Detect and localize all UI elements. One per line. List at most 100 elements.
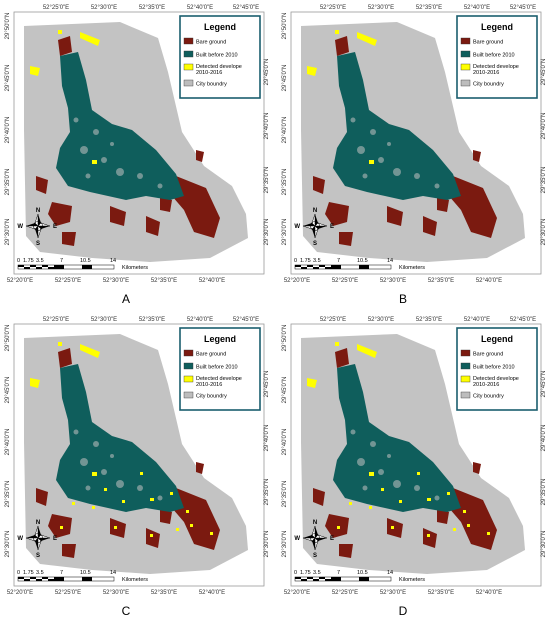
scale-tick: 0 <box>17 570 20 576</box>
north-arrow-icon: N S E W <box>294 208 334 247</box>
top-coordinate-labels: 52°25'0"E 52°30'0"E 52°35'0"E 52°40'0"E … <box>320 317 536 323</box>
bare-ground-areas <box>36 348 220 558</box>
coord-label: 29°35'0"N <box>282 481 288 508</box>
panel-label: B <box>399 292 407 306</box>
scale-tick: 1.75 <box>300 258 311 264</box>
top-coordinate-labels: 52°25'0"E 52°30'0"E 52°35'0"E 52°40'0"E … <box>43 5 259 11</box>
legend: Legend Bare ground Built before 2010 Det… <box>179 327 261 411</box>
compass-e: E <box>53 536 57 542</box>
legend-label-city: City boundry <box>473 394 504 400</box>
coord-label: 52°40'0"E <box>476 278 502 284</box>
scale-tick: 10.5 <box>357 258 368 264</box>
legend-title: Legend <box>204 22 236 32</box>
coord-label: 52°25'0"E <box>332 278 358 284</box>
legend-swatch-built <box>460 362 471 370</box>
legend-label-bare-ground: Bare ground <box>473 352 503 358</box>
coord-label: 52°40'0"E <box>476 590 502 596</box>
coord-label: 52°20'0"E <box>7 590 33 596</box>
coord-label: 52°40'0"E <box>464 317 490 323</box>
coord-label: 52°45'0"E <box>233 5 259 11</box>
coord-label: 29°50'0"N <box>5 325 11 352</box>
right-coordinate-labels: 29°45'0"N 29°40'0"N 29°35'0"N 29°30'0"N <box>541 59 547 246</box>
legend-swatch-detected <box>460 375 471 383</box>
built-before-2010 <box>56 52 184 200</box>
coord-label: 52°25'0"E <box>332 590 358 596</box>
coord-label: 52°30'0"E <box>368 5 394 11</box>
compass-e: E <box>330 224 334 230</box>
detected-development-areas <box>307 342 377 476</box>
compass-e: E <box>53 224 57 230</box>
coord-label: 29°30'0"N <box>541 531 547 558</box>
legend-label-bare-ground: Bare ground <box>196 40 226 46</box>
coord-label: 29°30'0"N <box>282 219 288 246</box>
scale-tick: 14 <box>110 570 116 576</box>
coord-label: 52°35'0"E <box>151 278 177 284</box>
compass-s: S <box>36 553 40 559</box>
compass-e: E <box>330 536 334 542</box>
coord-label: 52°30'0"E <box>103 278 129 284</box>
legend: Legend Bare ground Built before 2010 Det… <box>456 15 538 99</box>
map-panel-b: 52°25'0"E 52°30'0"E 52°35'0"E 52°40'0"E … <box>277 0 549 310</box>
bottom-coordinate-labels: 52°20'0"E 52°25'0"E 52°30'0"E 52°35'0"E … <box>7 278 225 284</box>
scale-tick: 3.5 <box>36 570 44 576</box>
north-arrow-icon: N S E W <box>17 208 57 247</box>
coord-label: 52°35'0"E <box>428 590 454 596</box>
coord-label: 52°35'0"E <box>428 278 454 284</box>
legend-swatch-detected <box>183 63 194 71</box>
coord-label: 29°35'0"N <box>282 169 288 196</box>
legend: Legend Bare ground Built before 2010 Det… <box>179 15 261 99</box>
right-coordinate-labels: 29°45'0"N 29°40'0"N 29°35'0"N 29°30'0"N <box>264 59 270 246</box>
legend-swatch-detected <box>183 375 194 383</box>
coord-label: 29°30'0"N <box>5 219 11 246</box>
legend-swatch-bare-ground <box>460 37 471 45</box>
map-svg: 52°25'0"E 52°30'0"E 52°35'0"E 52°40'0"E … <box>282 5 547 306</box>
coord-label: 29°35'0"N <box>541 167 547 194</box>
coord-label: 29°40'0"N <box>541 113 547 140</box>
compass-w: W <box>294 536 300 542</box>
legend-label-detected-years: 2010-2016 <box>196 70 222 76</box>
bare-ground-areas <box>36 36 220 246</box>
map-svg: 52°25'0"E 52°30'0"E 52°35'0"E 52°40'0"E … <box>282 317 547 618</box>
legend-label-built: Built before 2010 <box>473 365 515 371</box>
left-coordinate-labels: 29°50'0"N 29°45'0"N 29°40'0"N 29°35'0"N … <box>282 325 288 558</box>
legend-label-detected: Detected develope <box>473 64 519 70</box>
coord-label: 29°40'0"N <box>5 429 11 456</box>
coord-label: 52°20'0"E <box>284 278 310 284</box>
coord-label: 52°25'0"E <box>320 5 346 11</box>
coord-label: 52°35'0"E <box>416 5 442 11</box>
coord-label: 29°50'0"N <box>282 325 288 352</box>
coord-label: 52°45'0"E <box>510 317 536 323</box>
coord-label: 52°35'0"E <box>139 5 165 11</box>
scale-tick: 0 <box>294 258 297 264</box>
scale-tick: 3.5 <box>313 570 321 576</box>
right-coordinate-labels: 29°45'0"N 29°40'0"N 29°35'0"N 29°30'0"N <box>541 371 547 558</box>
compass-w: W <box>17 536 23 542</box>
compass-s: S <box>36 241 40 247</box>
coord-label: 52°45'0"E <box>510 5 536 11</box>
legend-swatch-detected <box>460 63 471 71</box>
compass-s: S <box>313 553 317 559</box>
coord-label: 29°35'0"N <box>264 479 270 506</box>
legend-label-built: Built before 2010 <box>473 53 515 59</box>
coord-label: 52°30'0"E <box>91 5 117 11</box>
scale-tick: 14 <box>387 570 393 576</box>
bottom-coordinate-labels: 52°20'0"E 52°25'0"E 52°30'0"E 52°35'0"E … <box>284 278 502 284</box>
coord-label: 29°35'0"N <box>264 167 270 194</box>
legend-label-city: City boundry <box>196 82 227 88</box>
coord-label: 29°30'0"N <box>5 531 11 558</box>
detected-development-areas <box>30 30 100 164</box>
bare-ground-areas <box>313 36 497 246</box>
north-arrow-icon: N S E W <box>17 520 57 559</box>
compass-w: W <box>294 224 300 230</box>
built-before-2010 <box>333 52 461 200</box>
legend-label-bare-ground: Bare ground <box>473 40 503 46</box>
coord-label: 52°30'0"E <box>380 590 406 596</box>
left-coordinate-labels: 29°50'0"N 29°45'0"N 29°40'0"N 29°35'0"N … <box>5 325 11 558</box>
scale-unit: Kilometers <box>399 265 425 271</box>
scale-tick: 14 <box>387 258 393 264</box>
coord-label: 52°25'0"E <box>55 278 81 284</box>
compass-s: S <box>313 241 317 247</box>
bottom-coordinate-labels: 52°20'0"E 52°25'0"E 52°30'0"E 52°35'0"E … <box>7 590 225 596</box>
legend-swatch-bare-ground <box>460 349 471 357</box>
left-coordinate-labels: 29°50'0"N 29°45'0"N 29°40'0"N 29°35'0"N … <box>282 13 288 246</box>
